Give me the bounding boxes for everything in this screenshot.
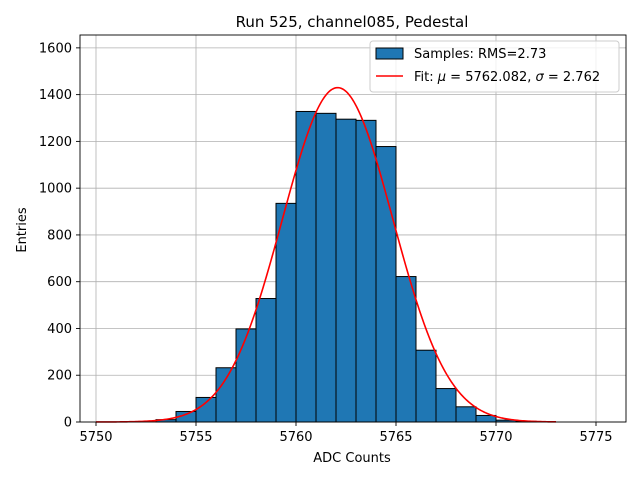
axes-frame <box>79 34 627 423</box>
x-tick-label: 5755 <box>179 430 212 445</box>
y-tick-label: 200 <box>47 369 72 384</box>
y-tick-label: 1200 <box>39 135 72 150</box>
x-axis-label: ADC Counts <box>313 451 391 466</box>
histogram-bar <box>235 328 257 423</box>
histogram-bar <box>375 146 397 423</box>
histogram-bar <box>255 298 277 423</box>
histogram-bar <box>355 119 377 423</box>
y-tick-label: 0 <box>64 416 72 431</box>
legend-label-samples: Samples: RMS=2.73 <box>414 47 546 62</box>
histogram-bar <box>435 388 457 423</box>
histogram-bar <box>315 112 337 423</box>
y-axis-label: Entries <box>15 207 30 253</box>
histogram-bar <box>195 396 217 423</box>
y-tick-label: 400 <box>47 322 72 337</box>
y-tick-label: 1600 <box>39 41 72 56</box>
gaussian-fit-line <box>95 86 557 423</box>
histogram-bar <box>455 406 477 423</box>
legend-box <box>369 40 620 93</box>
y-axis-ticks: 0 200 400 600 800 1000 1200 1400 1600 <box>39 41 80 431</box>
x-tick-label: 5765 <box>379 430 412 445</box>
histogram-bar <box>215 367 237 423</box>
y-tick-label: 1400 <box>39 88 72 103</box>
histogram-bar <box>395 276 417 423</box>
x-tick-label: 5770 <box>479 430 512 445</box>
legend-swatch-samples <box>375 47 404 60</box>
legend: Samples: RMS=2.73 Fit: μ = 5762.082, σ =… <box>369 40 620 93</box>
y-tick-label: 600 <box>47 275 72 290</box>
histogram-bars <box>155 110 537 423</box>
x-tick-label: 5750 <box>79 430 112 445</box>
x-tick-label: 5760 <box>279 430 312 445</box>
y-tick-label: 800 <box>47 228 72 243</box>
histogram-bar <box>275 202 297 423</box>
legend-label-fit: Fit: μ = 5762.082, σ = 2.762 <box>414 70 600 85</box>
x-tick-label: 5775 <box>579 430 612 445</box>
histogram-bar <box>415 349 437 423</box>
x-axis-ticks: 5750 5755 5760 5765 5770 5775 <box>79 422 613 445</box>
chart-title: Run 525, channel085, Pedestal <box>236 13 469 31</box>
histogram-bar <box>335 118 357 423</box>
y-tick-label: 1000 <box>39 182 72 197</box>
